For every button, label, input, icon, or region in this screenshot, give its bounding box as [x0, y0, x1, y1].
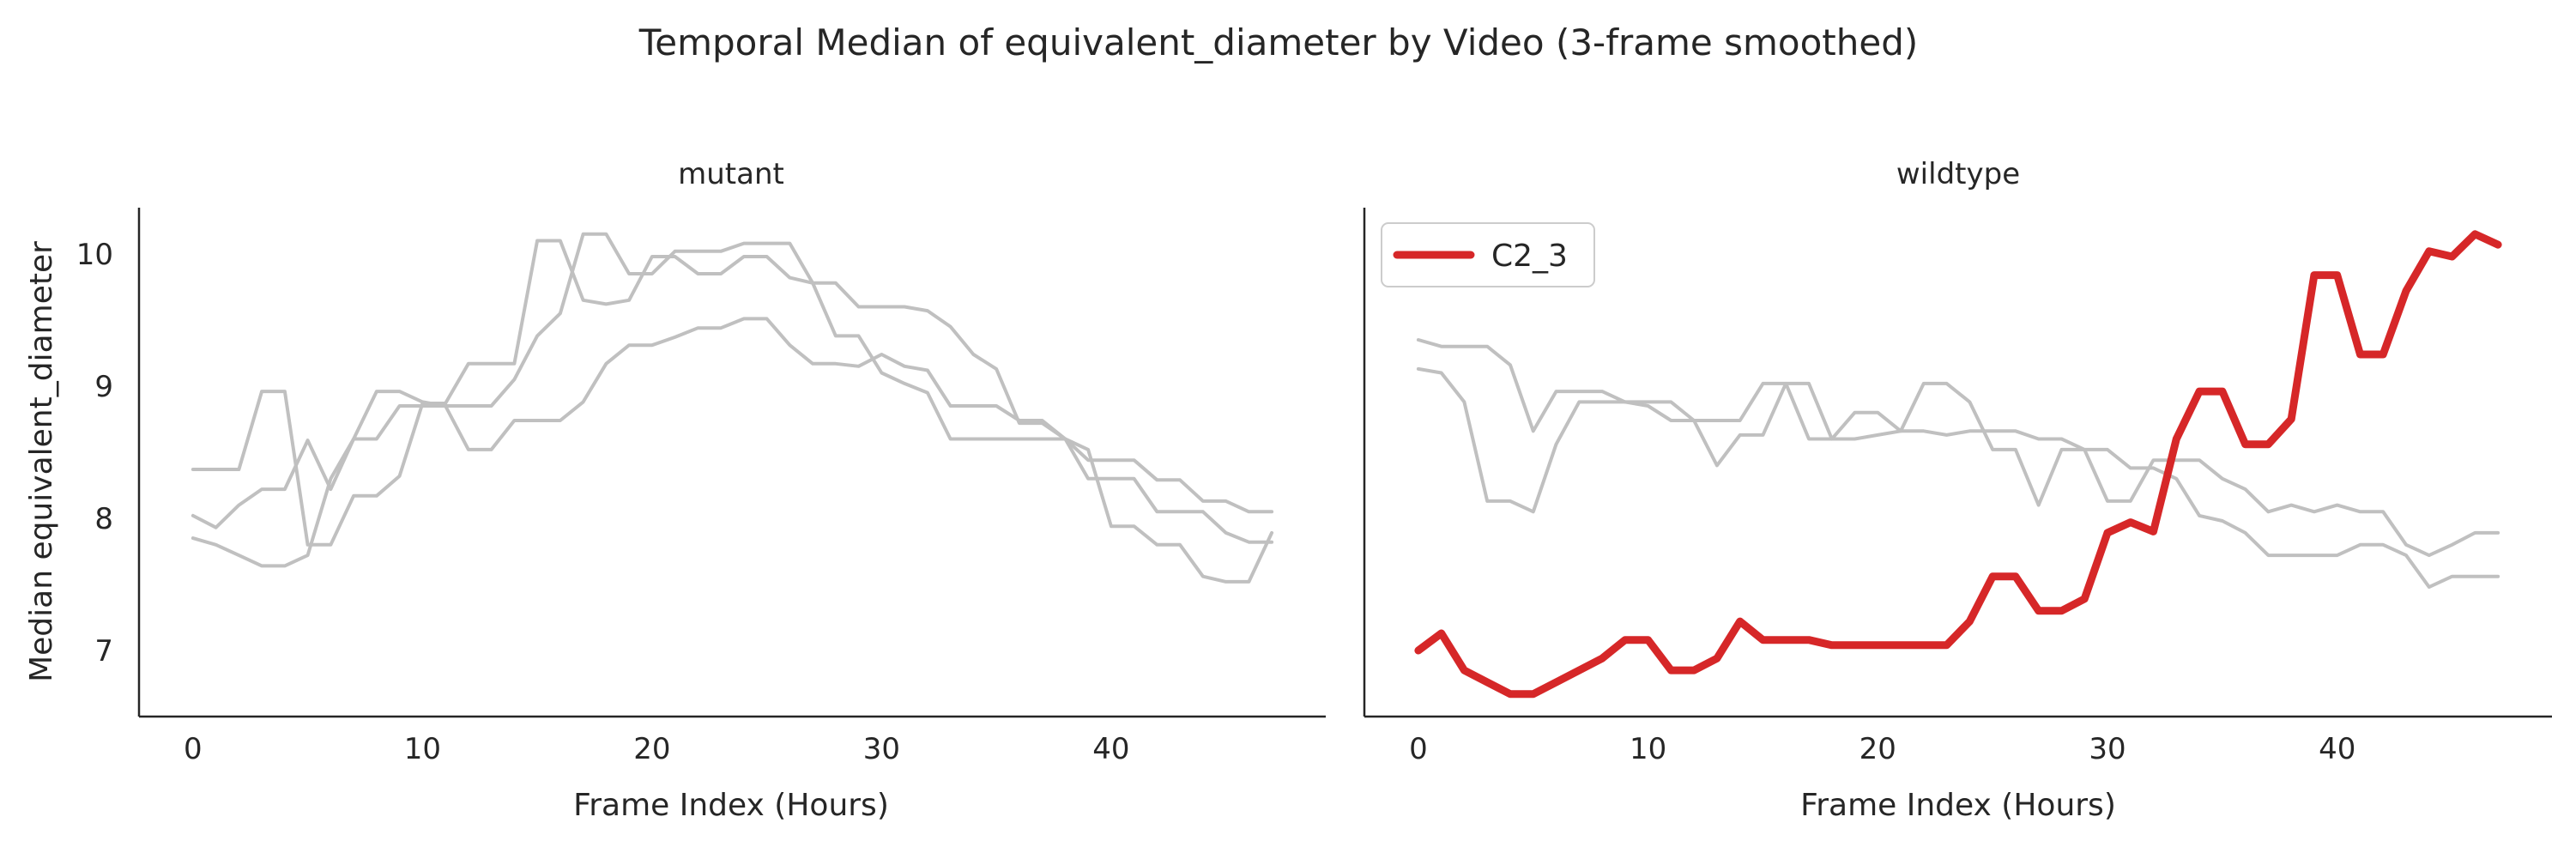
- x-axis-label-wildtype: Frame Index (Hours): [1800, 788, 2116, 823]
- x-tick-label: 40: [2319, 732, 2355, 766]
- series-line-mutant-2: [190, 232, 1274, 584]
- x-tick-label: 0: [1409, 732, 1428, 766]
- x-tick-label: 0: [184, 732, 203, 766]
- panel-title-wildtype: wildtype: [1896, 157, 2020, 191]
- series-line-wildtype-1: [1416, 366, 2500, 590]
- y-tick-label: 7: [94, 634, 113, 669]
- y-tick-label: 9: [94, 370, 113, 404]
- x-tick-label: 20: [1859, 732, 1896, 766]
- x-axis-label-mutant: Frame Index (Hours): [573, 788, 889, 823]
- panel-title-mutant: mutant: [678, 157, 784, 191]
- series-line-mutant-0: [190, 239, 1274, 547]
- figure-title: Temporal Median of equivalent_diameter b…: [638, 21, 1919, 64]
- x-tick-label: 30: [863, 732, 900, 766]
- x-tick-label: 10: [1630, 732, 1666, 766]
- x-tick-label: 30: [2089, 732, 2126, 766]
- series-line-mutant-1: [190, 317, 1274, 544]
- y-tick-label: 8: [94, 502, 113, 536]
- legend-label: C2_3: [1491, 239, 1568, 274]
- x-tick-label: 10: [404, 732, 441, 766]
- panel-wildtype: wildtype Frame Index (Hours) 0 10 20 30 40 C2…: [1363, 157, 2552, 823]
- panel-mutant: mutant Median equivalent_diameter Frame …: [24, 157, 1326, 823]
- series-line-wildtype-0: [1416, 338, 2500, 558]
- y-tick-label: 10: [76, 238, 113, 272]
- x-tick-label: 40: [1092, 732, 1129, 766]
- series-line-C2_3: [1414, 230, 2502, 699]
- y-axis-label: Median equivalent_diameter: [24, 241, 59, 682]
- x-tick-label: 20: [633, 732, 670, 766]
- legend-box: [1381, 222, 1595, 287]
